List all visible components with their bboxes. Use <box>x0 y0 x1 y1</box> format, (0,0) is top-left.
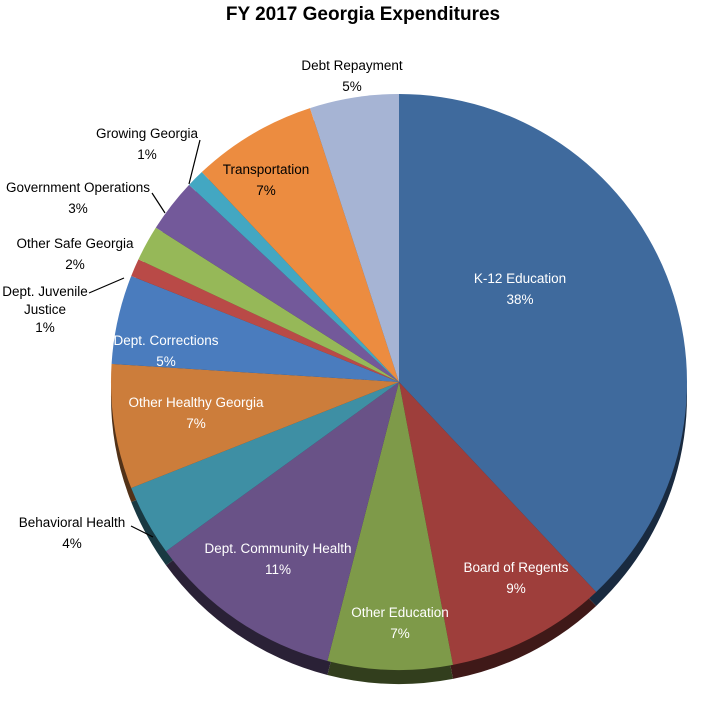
pie-slice-board-of-regents <box>399 382 597 665</box>
pie-slice-k-12-education <box>399 94 687 592</box>
pie-slice-government-operations <box>155 184 399 382</box>
slice-label-other-safe-georgia: Other Safe Georgia 2% <box>16 236 134 272</box>
slice-label-transportation: Transportation 7% <box>223 162 310 198</box>
slice-label-other-healthy-georgia: Other Healthy Georgia 7% <box>128 395 264 431</box>
pie-slice-other-healthy-georgia <box>111 363 400 489</box>
slice-label-debt-repayment: Debt Repayment 5% <box>301 58 403 94</box>
slice-label-behavioral-health: Behavioral Health 4% <box>19 515 126 551</box>
pie-slice-behavioral-health <box>131 382 399 552</box>
slice-label-other-education: Other Education 7% <box>351 605 449 641</box>
pie-slice-other-education <box>327 382 453 671</box>
slice-label-dept-juvenile-justice: Dept. Juvenile Justice 1% <box>2 284 88 335</box>
leader-line-behavioral-health <box>130 525 154 538</box>
pie-slice-other-safe-georgia <box>138 227 399 382</box>
pie-slice-growing-georgia <box>189 172 399 382</box>
slice-label-board-of-regents: Board of Regents 9% <box>463 560 568 596</box>
pie-slices <box>111 94 687 671</box>
slice-labels: K-12 Education 38% Board of Regents 9% Other… <box>2 58 569 641</box>
pie-slice-dept-corrections <box>111 275 399 382</box>
slice-label-dept-community-health: Dept. Community Health 11% <box>204 541 351 577</box>
slice-label-growing-georgia: Growing Georgia 1% <box>96 126 199 162</box>
pie-slice-debt-repayment <box>310 94 399 382</box>
chart-title: FY 2017 Georgia Expenditures <box>225 4 501 25</box>
pie-slice-transportation <box>201 108 399 382</box>
pie-slice-dept-juvenile-justice <box>131 259 399 382</box>
leader-line-government-operations <box>151 192 166 214</box>
leader-line-dept-juvenile-justice <box>88 277 125 294</box>
slice-label-dept-corrections: Dept. Corrections 5% <box>113 333 218 369</box>
pie-slice-dept-community-health <box>166 382 399 661</box>
slice-label-k-12-education: K-12 Education 38% <box>474 271 566 307</box>
leader-line-growing-georgia <box>188 139 201 185</box>
leader-lines <box>88 139 201 538</box>
slice-label-government-operations: Government Operations 3% <box>6 180 150 216</box>
